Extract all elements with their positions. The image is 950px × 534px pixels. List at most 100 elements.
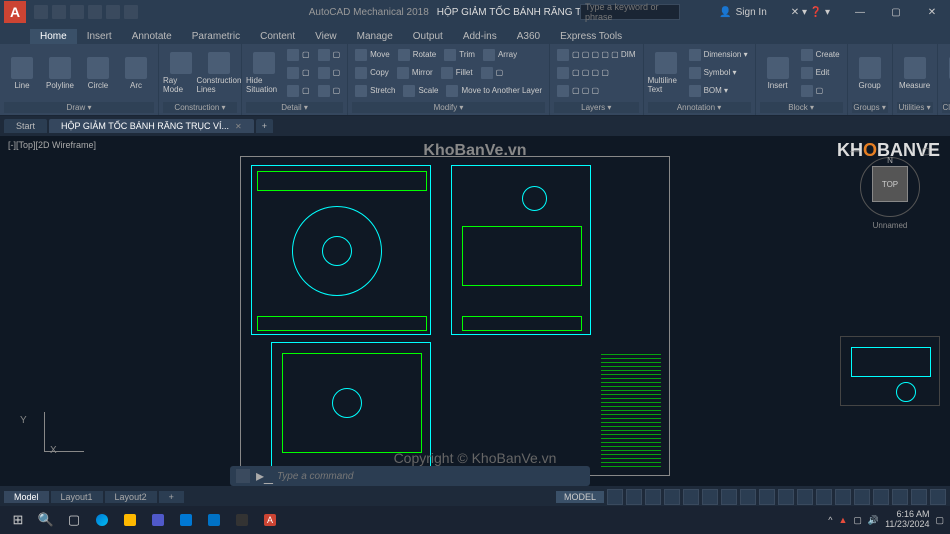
- paste-button[interactable]: Paste: [942, 46, 950, 100]
- line-button[interactable]: Line: [4, 46, 40, 100]
- doc-tab[interactable]: Start: [4, 119, 47, 133]
- qat-new-icon[interactable]: [34, 5, 48, 19]
- menu-tab-add-ins[interactable]: Add-ins: [453, 29, 507, 44]
- -button[interactable]: ▢: [284, 46, 313, 63]
- layout-tab-layout2[interactable]: Layout2: [105, 491, 157, 503]
- -button[interactable]: ▢: [284, 82, 313, 99]
- hide-situation-button[interactable]: Hide Situation: [246, 46, 282, 100]
- hardware-accel-icon[interactable]: [892, 489, 908, 505]
- start-button[interactable]: ⊞: [4, 508, 32, 532]
- movetoanotherlayer-button[interactable]: Move to Another Layer: [443, 82, 545, 99]
- panel-title[interactable]: Draw ▾: [4, 102, 154, 113]
- rotate-button[interactable]: Rotate: [395, 46, 440, 63]
- command-line[interactable]: ▸_ Type a command: [230, 466, 590, 486]
- tray-security-icon[interactable]: ▲: [838, 515, 847, 525]
- minimize-button[interactable]: —: [842, 0, 878, 24]
- panel-title[interactable]: Clipboard: [942, 102, 950, 113]
- arc-button[interactable]: Arc: [118, 46, 154, 100]
- polar-toggle-icon[interactable]: [664, 489, 680, 505]
- task-view-icon[interactable]: ▢: [60, 508, 88, 532]
- menu-tab-insert[interactable]: Insert: [77, 29, 122, 44]
- isolate-icon[interactable]: [873, 489, 889, 505]
- construction-lines-button[interactable]: Construction Lines: [201, 46, 237, 100]
- bom-button[interactable]: BOM ▾: [686, 82, 731, 99]
- menu-tab-view[interactable]: View: [305, 29, 347, 44]
- menu-tab-content[interactable]: Content: [250, 29, 305, 44]
- viewcube-label[interactable]: Unnamed: [850, 221, 930, 230]
- menu-tab-manage[interactable]: Manage: [347, 29, 403, 44]
- command-input[interactable]: Type a command: [277, 471, 354, 482]
- menu-tab-home[interactable]: Home: [30, 29, 77, 44]
- ortho-toggle-icon[interactable]: [645, 489, 661, 505]
- tray-chevron-icon[interactable]: ^: [828, 515, 832, 525]
- -button[interactable]: ▢: [315, 64, 344, 81]
- menu-tab-output[interactable]: Output: [403, 29, 453, 44]
- grid-toggle-icon[interactable]: [607, 489, 623, 505]
- panel-title[interactable]: Utilities ▾: [897, 102, 933, 113]
- panel-title[interactable]: Construction ▾: [163, 102, 237, 113]
- qat-print-icon[interactable]: [124, 5, 138, 19]
- group-button[interactable]: Group: [852, 46, 888, 100]
- lineweight-toggle-icon[interactable]: [721, 489, 737, 505]
- layout-tab-model[interactable]: Model: [4, 491, 49, 503]
- panel-title[interactable]: Modify ▾: [352, 102, 545, 113]
- signin-area[interactable]: 👤 Sign In ✕ ▾ ❓ ▾: [719, 7, 830, 18]
- customize-icon[interactable]: [930, 489, 946, 505]
- -button[interactable]: ▢ ▢ ▢ ▢: [554, 64, 612, 81]
- annotation-monitor-icon[interactable]: [816, 489, 832, 505]
- panel-title[interactable]: Block ▾: [760, 102, 843, 113]
- doc-tab[interactable]: HỘP GIẢM TỐC BÁNH RĂNG TRỤC VÍ...✕: [49, 119, 254, 133]
- dimension-button[interactable]: Dimension ▾: [686, 46, 751, 63]
- panel-title[interactable]: Annotation ▾: [648, 102, 751, 113]
- qat-save-icon[interactable]: [70, 5, 84, 19]
- close-button[interactable]: ✕: [914, 0, 950, 24]
- search-icon[interactable]: 🔍: [32, 508, 60, 532]
- array-button[interactable]: Array: [480, 46, 520, 63]
- measure-button[interactable]: Measure: [897, 46, 933, 100]
- -button[interactable]: ▢: [478, 64, 507, 81]
- circle-button[interactable]: Circle: [80, 46, 116, 100]
- compass-icon[interactable]: TOP: [860, 157, 920, 217]
- create-button[interactable]: Create: [798, 46, 843, 63]
- edge-icon[interactable]: [88, 508, 116, 532]
- move-button[interactable]: Move: [352, 46, 393, 63]
- multiline-text-button[interactable]: Multiline Text: [648, 46, 684, 100]
- layout-tab-layout1[interactable]: Layout1: [51, 491, 103, 503]
- menu-tab-express-tools[interactable]: Express Tools: [550, 29, 632, 44]
- app-icon[interactable]: [228, 508, 256, 532]
- menu-tab-annotate[interactable]: Annotate: [122, 29, 182, 44]
- mirror-button[interactable]: Mirror: [394, 64, 436, 81]
- panel-title[interactable]: Detail ▾: [246, 102, 343, 113]
- trim-button[interactable]: Trim: [441, 46, 478, 63]
- viewcube[interactable]: TOP: [872, 166, 908, 202]
- outlook-icon[interactable]: [200, 508, 228, 532]
- clean-screen-icon[interactable]: [911, 489, 927, 505]
- copy-button[interactable]: Copy: [352, 64, 392, 81]
- symbol-button[interactable]: Symbol ▾: [686, 64, 740, 81]
- fillet-button[interactable]: Fillet: [438, 64, 476, 81]
- autocad-logo[interactable]: A: [4, 1, 26, 23]
- units-icon[interactable]: [835, 489, 851, 505]
- workspace-icon[interactable]: [797, 489, 813, 505]
- ray-mode-button[interactable]: Ray Mode: [163, 46, 199, 100]
- osnap-toggle-icon[interactable]: [683, 489, 699, 505]
- explorer-icon[interactable]: [116, 508, 144, 532]
- -button[interactable]: ▢: [798, 82, 827, 99]
- snap-toggle-icon[interactable]: [626, 489, 642, 505]
- stretch-button[interactable]: Stretch: [352, 82, 398, 99]
- viewcube-close-icon[interactable]: ▢: [921, 146, 930, 157]
- layout-tab-+[interactable]: +: [159, 491, 184, 503]
- store-icon[interactable]: [172, 508, 200, 532]
- tab-close-icon[interactable]: ✕: [235, 122, 242, 131]
- cycling-toggle-icon[interactable]: [759, 489, 775, 505]
- viewport-label[interactable]: [-][Top][2D Wireframe]: [8, 140, 96, 150]
- new-tab-button[interactable]: +: [256, 119, 273, 133]
- qat-redo-icon[interactable]: [106, 5, 120, 19]
- transparency-toggle-icon[interactable]: [740, 489, 756, 505]
- quick-properties-icon[interactable]: [854, 489, 870, 505]
- dim-button[interactable]: ▢ ▢ ▢ ▢ ▢ DIM: [554, 46, 639, 63]
- tray-network-icon[interactable]: ▢: [853, 515, 862, 526]
- drawing-viewport[interactable]: [-][Top][2D Wireframe] KhoBanVe.vn KHOBA…: [0, 136, 950, 486]
- autocad-taskbar-icon[interactable]: A: [256, 508, 284, 532]
- teams-icon[interactable]: [144, 508, 172, 532]
